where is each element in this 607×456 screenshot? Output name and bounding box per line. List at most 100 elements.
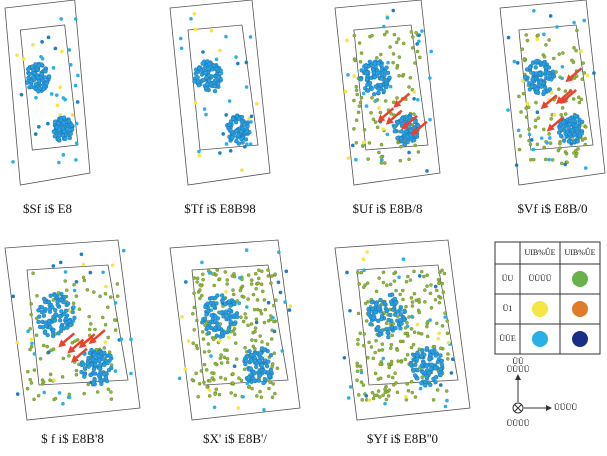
precipitate-atom [411, 342, 416, 347]
cluster-atom [371, 315, 376, 321]
precipitate-atom [266, 268, 270, 272]
precipitate-atom [246, 273, 251, 277]
cluster-atom [208, 81, 214, 87]
solute-atom [545, 141, 549, 145]
cluster-atom [537, 71, 542, 76]
precipitate-atom [225, 278, 229, 282]
precipitate-atom [255, 298, 260, 302]
cluster-atom [435, 360, 440, 365]
cluster-atom [51, 327, 56, 332]
solute-atom [33, 132, 38, 136]
cluster-atom [386, 335, 391, 340]
cluster-atom [387, 292, 393, 298]
precipitate-atom [392, 32, 397, 37]
precipitate-atom [212, 283, 216, 288]
solute-atom [364, 104, 369, 108]
precipitate-atom [112, 318, 117, 322]
solute-atom [415, 42, 419, 46]
cluster-atom [371, 92, 377, 97]
precipitate-atom [106, 305, 110, 310]
solute-atom [207, 388, 212, 392]
precipitate-atom [359, 270, 364, 275]
precipitate-atom [521, 91, 526, 96]
cluster-atom [373, 301, 379, 307]
cluster-atom [257, 358, 262, 364]
cluster-atom [196, 83, 201, 88]
cluster-atom [251, 378, 257, 384]
precipitate-atom [256, 276, 261, 281]
precipitate-atom [534, 100, 538, 105]
solute-atom [15, 341, 20, 345]
solute-atom [74, 158, 78, 162]
cluster-atom [423, 379, 428, 384]
precipitate-atom [405, 352, 410, 357]
precipitate-atom [379, 142, 384, 147]
solute-atom [29, 337, 34, 342]
cluster-atom [203, 304, 208, 310]
solute-atom [280, 349, 285, 353]
precipitate-atom [404, 304, 408, 309]
cluster-atom [428, 382, 433, 388]
precipitate-atom [574, 74, 579, 78]
precipitate-atom [395, 40, 399, 45]
cluster-atom [395, 120, 400, 126]
precipitate-atom [386, 374, 391, 378]
precipitate-atom [253, 326, 258, 330]
cluster-atom [415, 368, 420, 373]
cluster-atom [55, 302, 60, 308]
cluster-atom [79, 369, 84, 375]
precipitate-atom [435, 321, 439, 326]
cluster-atom [538, 80, 543, 85]
cluster-atom [61, 312, 67, 317]
cluster-atom [231, 301, 237, 307]
cluster-atom [203, 85, 209, 91]
cluster-atom [398, 307, 403, 312]
precipitate-atom [231, 292, 236, 297]
precipitate-atom [420, 375, 425, 380]
precipitate-atom [517, 94, 521, 99]
precipitate-atom [419, 332, 424, 336]
solute-atom [514, 163, 519, 167]
solute-atom [449, 371, 454, 375]
precipitate-atom [386, 394, 391, 398]
cluster-atom [579, 131, 585, 136]
solute-atom [179, 46, 184, 51]
precipitate-atom [232, 332, 237, 337]
box-back [187, 24, 259, 151]
precipitate-atom [377, 150, 381, 155]
precipitate-atom [388, 45, 392, 49]
precipitate-atom [389, 346, 393, 350]
precipitate-atom [577, 100, 582, 105]
precipitate-atom [581, 61, 585, 65]
solute-atom [177, 376, 182, 381]
box-front [4, 0, 91, 186]
precipitate-atom [375, 125, 380, 130]
precipitate-atom [374, 338, 378, 343]
solute-atom [46, 350, 51, 355]
precipitate-atom [542, 145, 546, 150]
cluster-atom [43, 307, 48, 312]
cluster-atom [379, 328, 384, 333]
cluster-atom [36, 319, 41, 325]
cluster-atom [51, 129, 56, 134]
cluster-atom [223, 302, 228, 307]
precipitate-atom [356, 393, 361, 397]
precipitate-atom [200, 330, 205, 334]
cluster-atom [226, 327, 231, 332]
precipitate-atom [399, 144, 403, 149]
cluster-atom [200, 61, 205, 66]
precipitate-atom [383, 390, 388, 395]
solute-atom [234, 55, 238, 59]
cluster-atom [385, 330, 390, 335]
solute-atom [346, 73, 350, 77]
precipitate-atom [367, 141, 372, 145]
precipitate-atom [571, 97, 576, 101]
cluster-atom [547, 87, 553, 92]
cluster-atom [234, 314, 240, 320]
solute-atom [272, 329, 277, 334]
cluster-atom [420, 348, 425, 353]
cluster-atom [393, 300, 399, 305]
precipitate-atom [369, 345, 374, 349]
precipitate-atom [259, 282, 264, 287]
precipitate-atom [198, 296, 202, 301]
